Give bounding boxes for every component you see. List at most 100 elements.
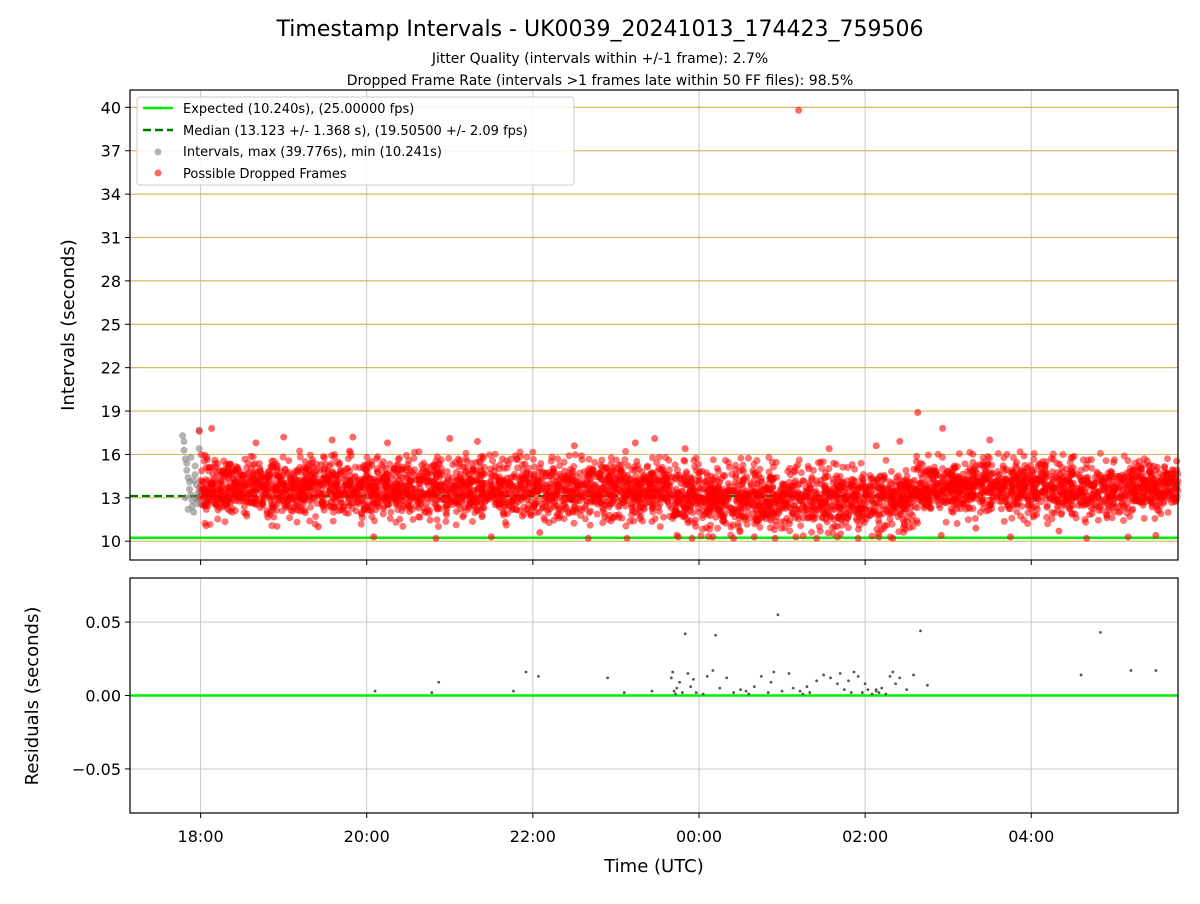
dropped-frame-point: [661, 485, 669, 492]
dropped-frame-point: [341, 481, 348, 489]
dropped-frame-point: [1088, 494, 1096, 502]
dropped-frame-point: [950, 483, 958, 491]
dropped-frame-point: [352, 507, 360, 515]
dropped-frame-point: [660, 513, 667, 521]
dropped-frame-point: [273, 501, 281, 508]
dropped-frame-point: [738, 481, 746, 488]
residual-point: [701, 692, 705, 696]
dropped-frame-point: [211, 460, 219, 467]
dropped-frame-point: [777, 518, 785, 526]
dropped-frame-point: [1059, 451, 1067, 458]
dropped-frame-point: [550, 516, 558, 524]
dropped-frame-point: [462, 474, 470, 482]
dropped-frame-point: [211, 489, 219, 497]
dropped-frame-point: [1043, 503, 1051, 511]
dropped-frame-point: [925, 465, 933, 473]
residual-point: [801, 692, 805, 696]
dropped-frame-point: [240, 503, 248, 510]
dropped-frame-point: [209, 470, 217, 478]
dropped-frame-point: [932, 486, 940, 494]
residuals-y-axis-label: Residuals (seconds): [22, 607, 43, 786]
dropped-frame-point: [378, 475, 386, 483]
dropped-frame-point: [589, 466, 597, 473]
residual-point: [888, 675, 892, 678]
dropped-frame-point: [416, 475, 424, 483]
dropped-frame-point: [872, 442, 880, 450]
dropped-frame-point: [764, 497, 772, 505]
dropped-frame-point: [976, 508, 984, 516]
residual-point: [898, 676, 902, 680]
dropped-frame-point: [371, 517, 378, 525]
dropped-frame-point: [477, 484, 485, 492]
dropped-frame-point: [1008, 470, 1016, 478]
dropped-frame-point: [813, 534, 821, 542]
interval-point: [190, 476, 198, 484]
residual-point: [744, 689, 748, 693]
dropped-frame-point: [612, 511, 619, 519]
residuals-y-tick-label: 0.00: [85, 687, 121, 706]
dropped-frame-point: [1041, 486, 1049, 494]
dropped-frame-point: [834, 474, 841, 482]
dropped-frame-point: [688, 534, 696, 542]
dropped-frame-point: [344, 455, 352, 463]
dropped-frame-point: [224, 488, 232, 496]
dropped-frame-point: [1094, 494, 1102, 501]
dropped-frame-point: [1066, 459, 1074, 466]
residual-point: [798, 689, 802, 693]
dropped-frame-point: [554, 510, 562, 518]
dropped-frame-point: [381, 496, 389, 504]
dropped-frame-point: [977, 478, 985, 486]
residual-point: [694, 691, 698, 694]
dropped-frame-point: [1043, 513, 1051, 521]
dropped-frame-point: [1044, 491, 1052, 499]
dropped-frame-point: [914, 466, 921, 474]
dropped-frame-point: [953, 520, 961, 527]
dropped-frame-point: [653, 480, 661, 488]
dropped-frame-point: [1067, 502, 1074, 510]
residuals-y-ticks: 0.050.00−0.05: [72, 613, 130, 779]
legend: Expected (10.240s), (25.00000 fps) Media…: [136, 96, 575, 186]
dropped-frame-point: [262, 489, 270, 497]
dropped-frame-point: [1063, 492, 1071, 500]
dropped-frame-point: [1056, 460, 1064, 468]
dropped-frame-point: [650, 487, 658, 495]
dropped-frame-point: [830, 516, 838, 524]
dropped-frame-point: [699, 485, 707, 493]
dropped-frame-point: [812, 480, 820, 488]
dropped-frame-point: [363, 453, 371, 461]
dropped-frame-point: [469, 518, 476, 525]
dropped-frame-point: [854, 534, 862, 542]
dropped-frame-point: [767, 503, 775, 511]
dropped-frame-point: [726, 504, 734, 512]
dropped-frame-point: [593, 510, 601, 518]
dropped-frame-point: [758, 490, 766, 498]
dropped-frame-point: [896, 437, 904, 445]
dropped-frame-point: [1048, 483, 1056, 491]
dropped-frame-point: [415, 504, 422, 512]
dropped-frame-point: [296, 453, 304, 461]
residual-point: [912, 673, 915, 677]
dropped-frame-point: [360, 476, 368, 484]
dropped-frame-point: [709, 456, 717, 464]
residual-point: [880, 686, 884, 690]
interval-point: [181, 494, 189, 502]
interval-point: [187, 491, 195, 499]
residual-point: [1129, 669, 1133, 672]
dropped-frame-point: [901, 525, 909, 533]
dropped-frame-point: [726, 482, 733, 490]
legend-intervals-label: Intervals, max (39.776s), min (10.241s): [183, 145, 442, 160]
dropped-frame-point: [599, 519, 607, 527]
dropped-frame-point: [859, 476, 867, 484]
dropped-frame-point: [809, 511, 816, 519]
dropped-frame-point: [221, 518, 229, 526]
dropped-frame-point: [870, 499, 878, 507]
dropped-frame-point: [308, 476, 315, 484]
dropped-frame-point: [1011, 495, 1019, 503]
dropped-frame-point: [900, 518, 908, 526]
dropped-frame-point: [818, 480, 826, 488]
dropped-frame-point: [1024, 520, 1032, 527]
dropped-frame-point: [590, 481, 598, 489]
dropped-frame-point: [256, 467, 264, 475]
dropped-frame-point: [226, 507, 234, 515]
